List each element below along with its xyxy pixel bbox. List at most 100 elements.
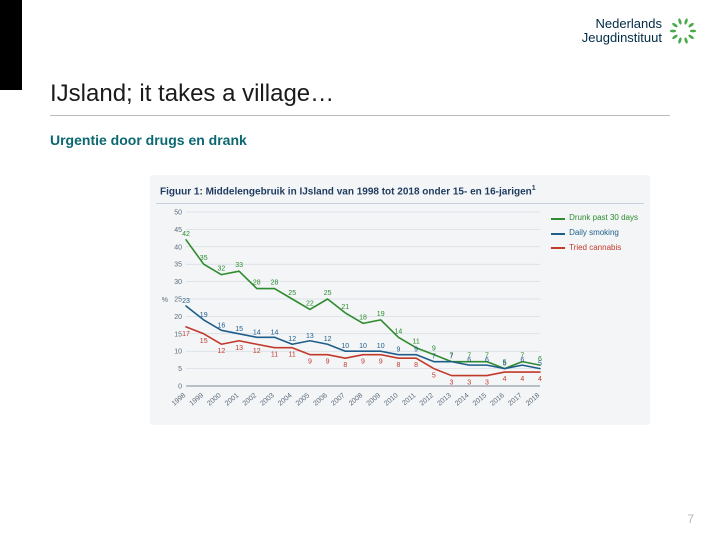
svg-text:19: 19: [200, 312, 208, 319]
page-number: 7: [687, 512, 694, 526]
svg-text:16: 16: [218, 323, 226, 330]
svg-text:5: 5: [432, 373, 436, 380]
svg-text:7: 7: [432, 354, 436, 361]
svg-text:28: 28: [253, 280, 261, 287]
svg-text:5: 5: [178, 366, 182, 373]
svg-text:17: 17: [182, 331, 190, 338]
legend-item: Drunk past 30 days: [551, 212, 638, 225]
svg-text:9: 9: [414, 347, 418, 354]
svg-text:2009: 2009: [366, 392, 383, 407]
svg-text:11: 11: [412, 339, 419, 346]
svg-text:2015: 2015: [472, 392, 489, 407]
svg-text:9: 9: [396, 347, 400, 354]
svg-text:25: 25: [324, 290, 332, 297]
svg-text:12: 12: [324, 337, 332, 344]
svg-text:12: 12: [218, 349, 226, 356]
svg-text:12: 12: [288, 337, 296, 344]
svg-text:33: 33: [235, 262, 243, 269]
svg-text:4: 4: [538, 376, 542, 383]
svg-text:2011: 2011: [401, 392, 417, 407]
svg-text:2001: 2001: [224, 392, 241, 407]
svg-text:3: 3: [450, 380, 454, 387]
svg-text:2007: 2007: [330, 392, 347, 407]
svg-text:7: 7: [450, 354, 454, 361]
svg-text:0: 0: [178, 384, 182, 391]
svg-text:25: 25: [288, 290, 296, 297]
accent-bar: [0, 0, 22, 90]
svg-text:8: 8: [343, 362, 347, 369]
svg-text:6: 6: [485, 357, 489, 364]
svg-text:11: 11: [289, 352, 296, 359]
svg-text:19: 19: [377, 311, 385, 318]
legend-item: Daily smoking: [551, 227, 638, 240]
svg-text:3: 3: [467, 380, 471, 387]
svg-text:10: 10: [377, 344, 385, 351]
svg-text:2006: 2006: [312, 392, 329, 407]
legend-label: Drunk past 30 days: [569, 212, 638, 225]
svg-text:1999: 1999: [189, 392, 206, 407]
legend-swatch: [551, 233, 565, 235]
svg-text:21: 21: [341, 304, 349, 311]
legend-item: Tried cannabis: [551, 242, 638, 255]
chart-title-sup: 1: [532, 185, 536, 192]
svg-text:8: 8: [396, 362, 400, 369]
svg-text:2005: 2005: [295, 392, 312, 407]
chart-title: Figuur 1: Middelengebruik in IJsland van…: [156, 183, 644, 204]
svg-text:14: 14: [395, 329, 403, 336]
svg-text:%: %: [162, 297, 168, 304]
svg-text:11: 11: [271, 352, 278, 359]
legend-label: Daily smoking: [569, 227, 619, 240]
svg-text:5: 5: [538, 361, 542, 368]
svg-text:28: 28: [271, 280, 279, 287]
brand-logo-line1: Nederlands: [582, 17, 662, 31]
svg-text:10: 10: [359, 344, 367, 351]
svg-text:9: 9: [432, 346, 436, 353]
svg-text:10: 10: [174, 349, 182, 356]
legend-swatch: [551, 247, 565, 249]
chart-container: Figuur 1: Middelengebruik in IJsland van…: [150, 175, 650, 425]
chart-plot-area: 05101520253035404550%1998199920002001200…: [156, 206, 644, 414]
svg-text:13: 13: [235, 345, 243, 352]
svg-text:30: 30: [174, 279, 182, 286]
svg-text:18: 18: [359, 315, 367, 322]
brand-logo: Nederlands Jeugdinstituut: [582, 16, 698, 46]
brand-logo-line2: Jeugdinstituut: [582, 31, 662, 45]
svg-text:10: 10: [341, 344, 349, 351]
svg-text:20: 20: [174, 314, 182, 321]
svg-text:2017: 2017: [507, 392, 524, 407]
svg-text:2000: 2000: [206, 392, 223, 407]
svg-text:22: 22: [306, 301, 314, 308]
svg-text:5: 5: [503, 361, 507, 368]
svg-text:2013: 2013: [436, 392, 453, 407]
svg-text:9: 9: [326, 359, 330, 366]
svg-text:50: 50: [174, 210, 182, 217]
chart-legend: Drunk past 30 days Daily smoking Tried can…: [551, 212, 638, 256]
svg-text:2016: 2016: [489, 392, 506, 407]
brand-logo-mark: [668, 16, 698, 46]
svg-text:15: 15: [235, 326, 243, 333]
svg-text:13: 13: [306, 333, 314, 340]
svg-text:12: 12: [253, 349, 261, 356]
svg-text:15: 15: [200, 338, 208, 345]
brand-logo-text: Nederlands Jeugdinstituut: [582, 17, 662, 46]
svg-text:6: 6: [520, 357, 524, 364]
svg-text:2004: 2004: [277, 392, 294, 407]
svg-text:2012: 2012: [419, 392, 436, 407]
svg-text:35: 35: [200, 256, 208, 263]
svg-text:2014: 2014: [454, 392, 471, 407]
svg-text:40: 40: [174, 245, 182, 252]
svg-text:2008: 2008: [348, 392, 365, 407]
svg-text:23: 23: [182, 298, 190, 305]
svg-text:8: 8: [414, 362, 418, 369]
chart-title-prefix: Figuur 1:: [160, 186, 206, 197]
svg-text:2003: 2003: [259, 392, 276, 407]
svg-text:2010: 2010: [383, 392, 400, 407]
svg-text:9: 9: [361, 359, 365, 366]
svg-text:4: 4: [503, 376, 507, 383]
svg-text:4: 4: [520, 376, 524, 383]
svg-text:14: 14: [253, 330, 261, 337]
slide-subtitle: Urgentie door drugs en drank: [50, 132, 247, 148]
svg-text:2002: 2002: [242, 392, 259, 407]
title-underline: [50, 115, 670, 116]
svg-text:15: 15: [174, 332, 182, 339]
